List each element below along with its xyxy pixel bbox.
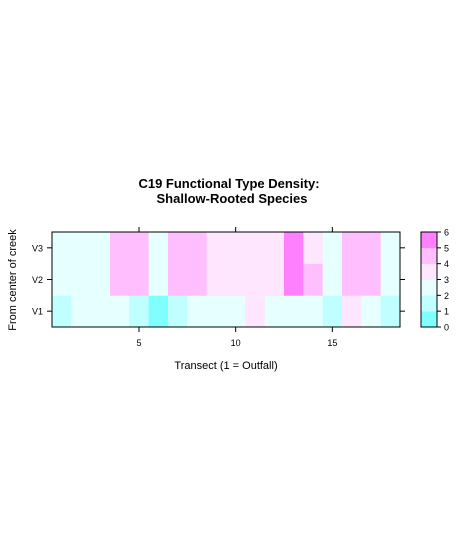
heatmap-cell [187,232,208,265]
heatmap-cell [148,295,169,328]
heatmap-cell [284,295,304,328]
heatmap-cell [303,232,324,265]
y-axis-label: From center of creek [7,229,19,331]
heatmap-cell [129,263,150,296]
heatmap-cell [206,232,227,265]
heatmap-cell [187,263,208,296]
y-tick-label: V2 [32,275,43,285]
color-key-label: 5 [444,243,449,253]
heatmap-cell [110,232,130,265]
heatmap-cell [342,263,362,296]
color-key-swatch [421,232,437,249]
heatmap-cells [52,232,401,328]
heatmap-cell [322,232,343,265]
heatmap-cell [90,263,111,296]
heatmap-cell [380,263,401,296]
heatmap-cell [90,232,111,265]
heatmap-cell [303,295,324,328]
heatmap-cell [110,263,130,296]
heatmap-cell [71,263,92,296]
color-key-swatch [421,247,437,264]
heatmap-cell [284,263,304,296]
color-key-swatch [421,295,437,312]
heatmap-cell [206,295,227,328]
heatmap-cell [226,232,246,265]
heatmap-cell [322,263,343,296]
color-key: 0 1 2 3 4 5 6 [420,228,449,333]
heatmap-cell [303,263,324,296]
heatmap-cell [71,232,92,265]
heatmap-cell [90,295,111,328]
heatmap-cell [168,295,188,328]
heatmap-cell [342,232,362,265]
x-tick-label: 15 [327,338,337,348]
heatmap-cell [361,263,382,296]
color-key-label: 6 [444,228,449,238]
color-key-label: 0 [444,323,449,333]
heatmap-cell [361,232,382,265]
heatmap-cell [110,295,130,328]
y-tick-label: V3 [32,243,43,253]
color-key-label: 1 [444,307,449,317]
color-key-label: 2 [444,291,449,301]
color-key-label: 4 [444,259,449,269]
heatmap-cell [245,263,266,296]
heatmap-cell [168,232,188,265]
heatmap-cell [206,263,227,296]
heatmap-cell [187,295,208,328]
heatmap-cell [52,295,72,328]
heatmap-cell [226,295,246,328]
heatmap-cell [264,295,285,328]
x-axis: 5 10 15 [136,227,337,348]
heatmap-cell [148,232,169,265]
chart-title-line-2: Shallow-Rooted Species [157,191,308,206]
heatmap-cell [129,232,150,265]
heatmap-cell [264,232,285,265]
color-key-swatch [421,263,437,280]
y-axis: V1 V2 V3 [32,243,405,317]
color-key-swatch [421,279,437,296]
heatmap-cell [52,232,72,265]
x-tick-label: 10 [231,338,241,348]
heatmap-cell [284,232,304,265]
heatmap-cell [148,263,169,296]
heatmap-cell [380,295,401,328]
heatmap-cell [380,232,401,265]
heatmap-cell [129,295,150,328]
x-axis-label: Transect (1 = Outfall) [174,360,277,372]
heatmap-cell [245,295,266,328]
y-tick-label: V1 [32,307,43,317]
heatmap-cell [361,295,382,328]
color-key-swatch [421,311,437,328]
heatmap-cell [342,295,362,328]
color-key-label: 3 [444,275,449,285]
heatmap-cell [71,295,92,328]
heatmap-cell [264,263,285,296]
chart-title-line-1: C19 Functional Type Density: [138,176,319,191]
x-tick-label: 5 [136,338,141,348]
heatmap-cell [52,263,72,296]
heatmap-cell [226,263,246,296]
heatmap-cell [322,295,343,328]
heatmap-cell [168,263,188,296]
heatmap-cell [245,232,266,265]
